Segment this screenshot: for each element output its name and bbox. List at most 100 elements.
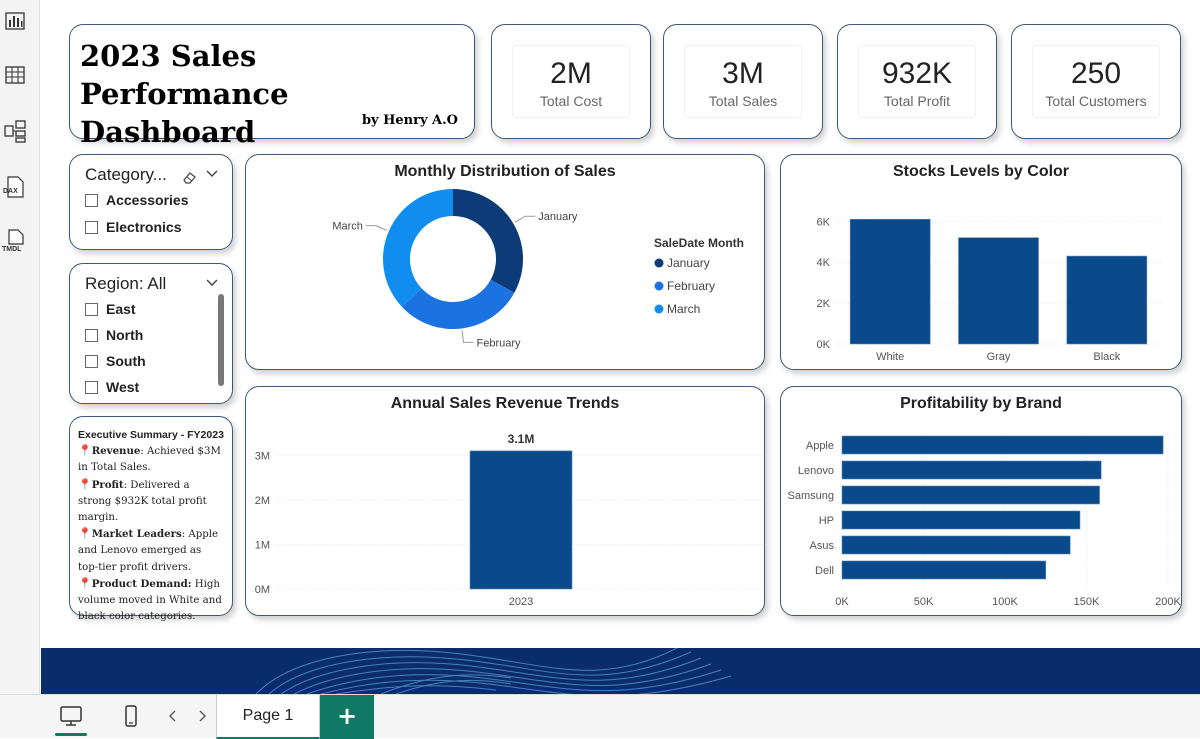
x-tick-label: Gray: [987, 351, 1011, 363]
summary-point-revenue: 📍Revenue: Achieved $3M in Total Sales.: [78, 444, 221, 474]
bar-white: [849, 218, 931, 345]
table-view-icon[interactable]: [2, 62, 28, 88]
slicer-item-north[interactable]: North: [85, 327, 143, 343]
legend-marker: [654, 304, 664, 314]
donut-slice-january: [453, 189, 523, 293]
region-slicer[interactable]: Region: All East North South West: [69, 263, 233, 404]
monthly-distribution-chart[interactable]: Monthly Distribution of Sales January Feb…: [245, 154, 765, 370]
summary-point-profit: 📍Profit: Delivered a strong $932K total …: [78, 477, 207, 524]
model-view-icon[interactable]: [2, 118, 28, 144]
kpi-label: Total Cost: [539, 93, 603, 109]
kpi-label: Total Customers: [1045, 93, 1147, 109]
leader-line: [461, 330, 474, 343]
next-page-icon[interactable]: [196, 709, 208, 723]
kpi-total-profit[interactable]: 932K Total Profit: [837, 24, 997, 139]
category-slicer-header: Category...: [85, 165, 167, 184]
dashboard-title: 2023 Sales Performance Dashboard: [80, 39, 289, 149]
kpi-total-sales[interactable]: 3M Total Sales: [663, 24, 823, 139]
checkbox[interactable]: [85, 354, 98, 368]
checkbox[interactable]: [85, 302, 98, 316]
pin-icon: 📍: [78, 477, 92, 491]
legend-title: SaleDate Month: [654, 236, 744, 250]
x-tick-label: 2023: [509, 596, 533, 608]
y-tick-label: HP: [819, 515, 834, 527]
y-tick-label: Lenovo: [798, 465, 834, 477]
kpi-value: 932K: [881, 57, 953, 90]
profitability-chart[interactable]: Profitability by Brand 0K 50K 100K 150K 200K…: [780, 386, 1182, 616]
bar-dell: [841, 560, 1047, 580]
slicer-item-east[interactable]: East: [85, 301, 136, 317]
bar-apple: [841, 435, 1164, 455]
x-tick-label: 100K: [992, 596, 1018, 608]
x-tick-label: 150K: [1074, 596, 1100, 608]
kpi-label: Total Sales: [708, 93, 778, 109]
wave-lines-icon: [255, 648, 732, 694]
svg-text:TMDL: TMDL: [2, 246, 22, 253]
legend-item-january: January: [667, 256, 710, 270]
kpi-total-customers[interactable]: 250 Total Customers: [1011, 24, 1181, 139]
desktop-layout-icon[interactable]: [58, 703, 84, 729]
x-tick-label: 200K: [1155, 596, 1181, 608]
leader-line: [365, 225, 388, 231]
chart-title: Stocks Levels by Color: [892, 163, 1070, 180]
slice-label: January: [538, 211, 578, 223]
stock-levels-chart[interactable]: Stocks Levels by Color 0K 2K 4K 6K White Gray…: [780, 154, 1182, 370]
category-slicer[interactable]: Category... Accessories Electronics: [69, 154, 233, 250]
bar-samsung: [841, 485, 1100, 505]
y-tick-label: 4K: [817, 257, 831, 269]
author-byline: by Henry A.O: [361, 113, 458, 128]
slicer-scrollbar[interactable]: [218, 294, 224, 386]
stock-bar-chart-svg: 0K 2K 4K 6K White Gray Black: [817, 216, 1161, 363]
checkbox[interactable]: [85, 328, 98, 342]
slicer-item-electronics[interactable]: Electronics: [85, 219, 181, 235]
add-page-button[interactable]: +: [320, 695, 374, 739]
bar-gray: [958, 237, 1039, 345]
y-tick-label: Dell: [815, 565, 834, 577]
donut-slice-february: [401, 279, 515, 329]
decorative-banner: [41, 648, 1200, 694]
clear-selection-icon[interactable]: [181, 169, 197, 185]
x-tick-label: Black: [1093, 351, 1120, 363]
pin-icon: 📍: [78, 444, 92, 458]
chart-title: Annual Sales Revenue Trends: [390, 395, 620, 412]
slicer-item-accessories[interactable]: Accessories: [85, 192, 189, 208]
kpi-total-cost[interactable]: 2M Total Cost: [491, 24, 651, 139]
dax-query-icon[interactable]: DAX: [2, 174, 28, 200]
chevron-down-icon[interactable]: [206, 276, 218, 288]
annual-bar-chart-svg: 0M 1M 2M 3M 2023 3.1M: [255, 432, 766, 608]
bar-hp: [841, 510, 1081, 530]
previous-page-icon[interactable]: [167, 709, 179, 723]
y-tick-label: 6K: [817, 216, 831, 228]
donut-chart-svg: January February March SaleDate Month Januar…: [332, 189, 744, 349]
x-tick-label: 50K: [914, 596, 934, 608]
slicer-item-south[interactable]: South: [85, 353, 146, 369]
y-tick-label: 1M: [255, 539, 270, 551]
y-tick-label: 3M: [255, 450, 270, 462]
tmdl-view-icon[interactable]: TMDL: [2, 228, 28, 254]
slice-label: March: [332, 221, 363, 233]
slicer-item-west[interactable]: West: [85, 379, 139, 395]
page-tab-page-1[interactable]: Page 1: [216, 695, 320, 739]
annual-revenue-chart[interactable]: Annual Sales Revenue Trends 0M 1M 2M 3M 2023…: [245, 386, 766, 616]
y-tick-label: 2K: [817, 298, 831, 310]
mobile-layout-icon[interactable]: [118, 703, 144, 729]
pin-icon: 📍: [78, 527, 92, 541]
chevron-down-icon[interactable]: [206, 167, 218, 179]
brand-bar-chart-svg: 0K 50K 100K 150K 200K Apple Lenovo Samsung HP Asu…: [788, 433, 1182, 608]
data-label: 3.1M: [508, 432, 535, 446]
donut-slice-march: [383, 189, 453, 307]
legend-item-march: March: [667, 302, 700, 316]
summary-point-market-leaders: 📍Market Leaders: Apple and Lenovo emerge…: [78, 527, 219, 573]
kpi-value: 250: [1070, 57, 1122, 90]
active-layout-indicator: [55, 733, 87, 736]
checkbox[interactable]: [85, 380, 98, 394]
checkbox[interactable]: [85, 193, 98, 207]
summary-title: Executive Summary - FY2023: [78, 429, 224, 441]
checkbox[interactable]: [85, 220, 98, 234]
bar-black: [1066, 255, 1148, 345]
x-tick-label: 0K: [835, 596, 849, 608]
report-view-icon[interactable]: [2, 8, 28, 34]
legend-item-february: February: [667, 279, 715, 293]
title-card: 2023 Sales Performance Dashboard by Henry…: [69, 24, 475, 149]
executive-summary: Executive Summary - FY2023 📍Revenue: Ach…: [69, 416, 233, 622]
